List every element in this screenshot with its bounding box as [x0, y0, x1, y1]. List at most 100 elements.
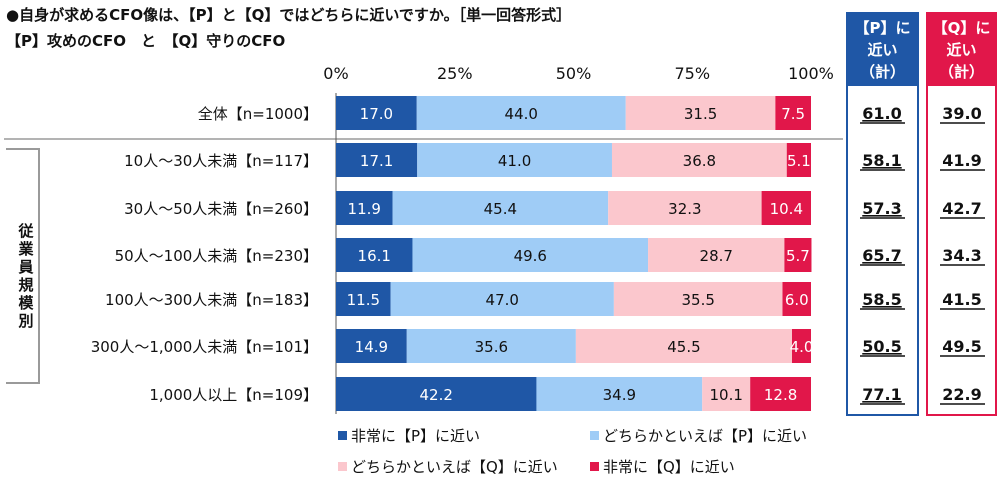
- q-total-column: 【Q】に 近い （計）: [926, 12, 997, 416]
- category-label: 1,000人以上【n=109】: [149, 386, 318, 404]
- data-label: 11.9: [348, 200, 381, 218]
- bar-segment: [390, 282, 614, 316]
- bar-segment: [536, 377, 703, 411]
- x-tick-label: 75%: [674, 64, 710, 83]
- legend-swatch: [590, 431, 599, 440]
- data-label: 28.7: [700, 247, 733, 265]
- bar-segment: [336, 96, 417, 130]
- legend-swatch: [590, 462, 599, 471]
- q-header-line2: 近い: [946, 41, 977, 59]
- data-label: 5.1: [787, 152, 811, 170]
- bar-segment: [412, 238, 649, 272]
- data-label: 12.8: [764, 386, 797, 404]
- data-label: 17.0: [360, 105, 393, 123]
- p-total-value: 61.0: [862, 104, 901, 123]
- bar-segment: [611, 143, 787, 177]
- q-total-value: 41.5: [942, 290, 981, 309]
- data-label: 41.0: [498, 152, 531, 170]
- bar-segment: [336, 191, 393, 225]
- bar-segment: [608, 191, 762, 225]
- data-label: 35.6: [475, 338, 508, 356]
- bar-segment: [782, 282, 811, 316]
- data-label: 11.5: [347, 291, 380, 309]
- category-label: 50人～100人未満【n=230】: [115, 247, 318, 265]
- q-total-value: 34.3: [942, 246, 981, 265]
- data-label: 42.2: [420, 386, 453, 404]
- q-total-value: 39.0: [942, 104, 981, 123]
- legend-label: 非常に【Q】に近い: [603, 458, 735, 476]
- bar-segment: [625, 96, 776, 130]
- data-label: 44.0: [505, 105, 538, 123]
- data-label: 14.9: [355, 338, 388, 356]
- p-total-value: 57.3: [862, 199, 901, 218]
- data-label: 36.8: [683, 152, 716, 170]
- x-tick-label: 0%: [323, 64, 348, 83]
- data-label: 47.0: [486, 291, 519, 309]
- data-label: 35.5: [681, 291, 714, 309]
- data-label: 31.5: [684, 105, 717, 123]
- bar-segment: [575, 329, 792, 363]
- x-tick-label: 50%: [556, 64, 592, 83]
- bar-segment: [775, 96, 811, 130]
- legend-label: 非常に【P】に近い: [351, 427, 480, 445]
- p-total-value: 58.5: [862, 290, 901, 309]
- p-total-header: 【P】に 近い （計）: [848, 14, 917, 86]
- p-total-value: 58.1: [862, 151, 901, 170]
- p-total-value: 50.5: [862, 337, 901, 356]
- bar-segment: [613, 282, 783, 316]
- segment-label: 従業員規模別: [18, 222, 34, 330]
- data-label: 16.1: [358, 247, 391, 265]
- data-label: 6.0: [785, 291, 809, 309]
- bar-segment: [761, 191, 811, 225]
- q-header-line1: 【Q】に: [932, 19, 991, 37]
- chart-subtitle: 【P】攻めのCFO と 【Q】守りのCFO: [6, 32, 286, 50]
- bar-segment: [784, 238, 812, 272]
- data-label: 49.6: [514, 247, 547, 265]
- q-total-value: 49.5: [942, 337, 981, 356]
- data-label: 32.3: [668, 200, 701, 218]
- legend-swatch: [338, 462, 347, 471]
- segment-bracket: [6, 148, 40, 384]
- bar-segment: [786, 143, 811, 177]
- data-label: 4.0: [790, 338, 814, 356]
- bar-segment: [392, 191, 609, 225]
- data-label: 10.1: [710, 386, 743, 404]
- p-total-column: 【P】に 近い （計）: [846, 12, 919, 416]
- q-total-header: 【Q】に 近い （計）: [928, 14, 995, 86]
- x-tick-label: 100%: [788, 64, 834, 83]
- bar-segment: [406, 329, 576, 363]
- data-label: 7.5: [781, 105, 805, 123]
- bar-segment: [336, 282, 391, 316]
- bar-segment: [648, 238, 785, 272]
- bar-segment: [336, 377, 537, 411]
- p-total-value: 77.1: [862, 385, 901, 404]
- q-total-value: 42.7: [942, 199, 981, 218]
- data-label: 45.4: [484, 200, 517, 218]
- bar-segment: [336, 143, 418, 177]
- category-label: 全体【n=1000】: [198, 105, 318, 123]
- category-label: 10人～30人未満【n=117】: [124, 152, 318, 170]
- q-header-line3: （計）: [938, 63, 984, 81]
- data-label: 34.9: [603, 386, 636, 404]
- bar-segment: [792, 329, 811, 363]
- data-label: 5.7: [786, 247, 810, 265]
- data-label: 10.4: [770, 200, 803, 218]
- category-label: 100人～300人未満【n=183】: [105, 291, 318, 309]
- data-label: 17.1: [360, 152, 393, 170]
- legend-label: どちらかといえば【Q】に近い: [351, 458, 558, 476]
- x-tick-label: 25%: [437, 64, 473, 83]
- bar-segment: [336, 238, 413, 272]
- bar-segment: [416, 96, 626, 130]
- bar-segment: [417, 143, 612, 177]
- p-header-line2: 近い: [867, 41, 898, 59]
- q-total-value: 41.9: [942, 151, 981, 170]
- legend-label: どちらかといえば【P】に近い: [603, 427, 807, 445]
- legend-swatch: [338, 431, 347, 440]
- p-header-line1: 【P】に: [854, 19, 911, 37]
- bar-segment: [750, 377, 811, 411]
- category-label: 30人～50人未満【n=260】: [124, 200, 318, 218]
- p-header-line3: （計）: [859, 63, 905, 81]
- bar-segment: [702, 377, 751, 411]
- data-label: 45.5: [667, 338, 700, 356]
